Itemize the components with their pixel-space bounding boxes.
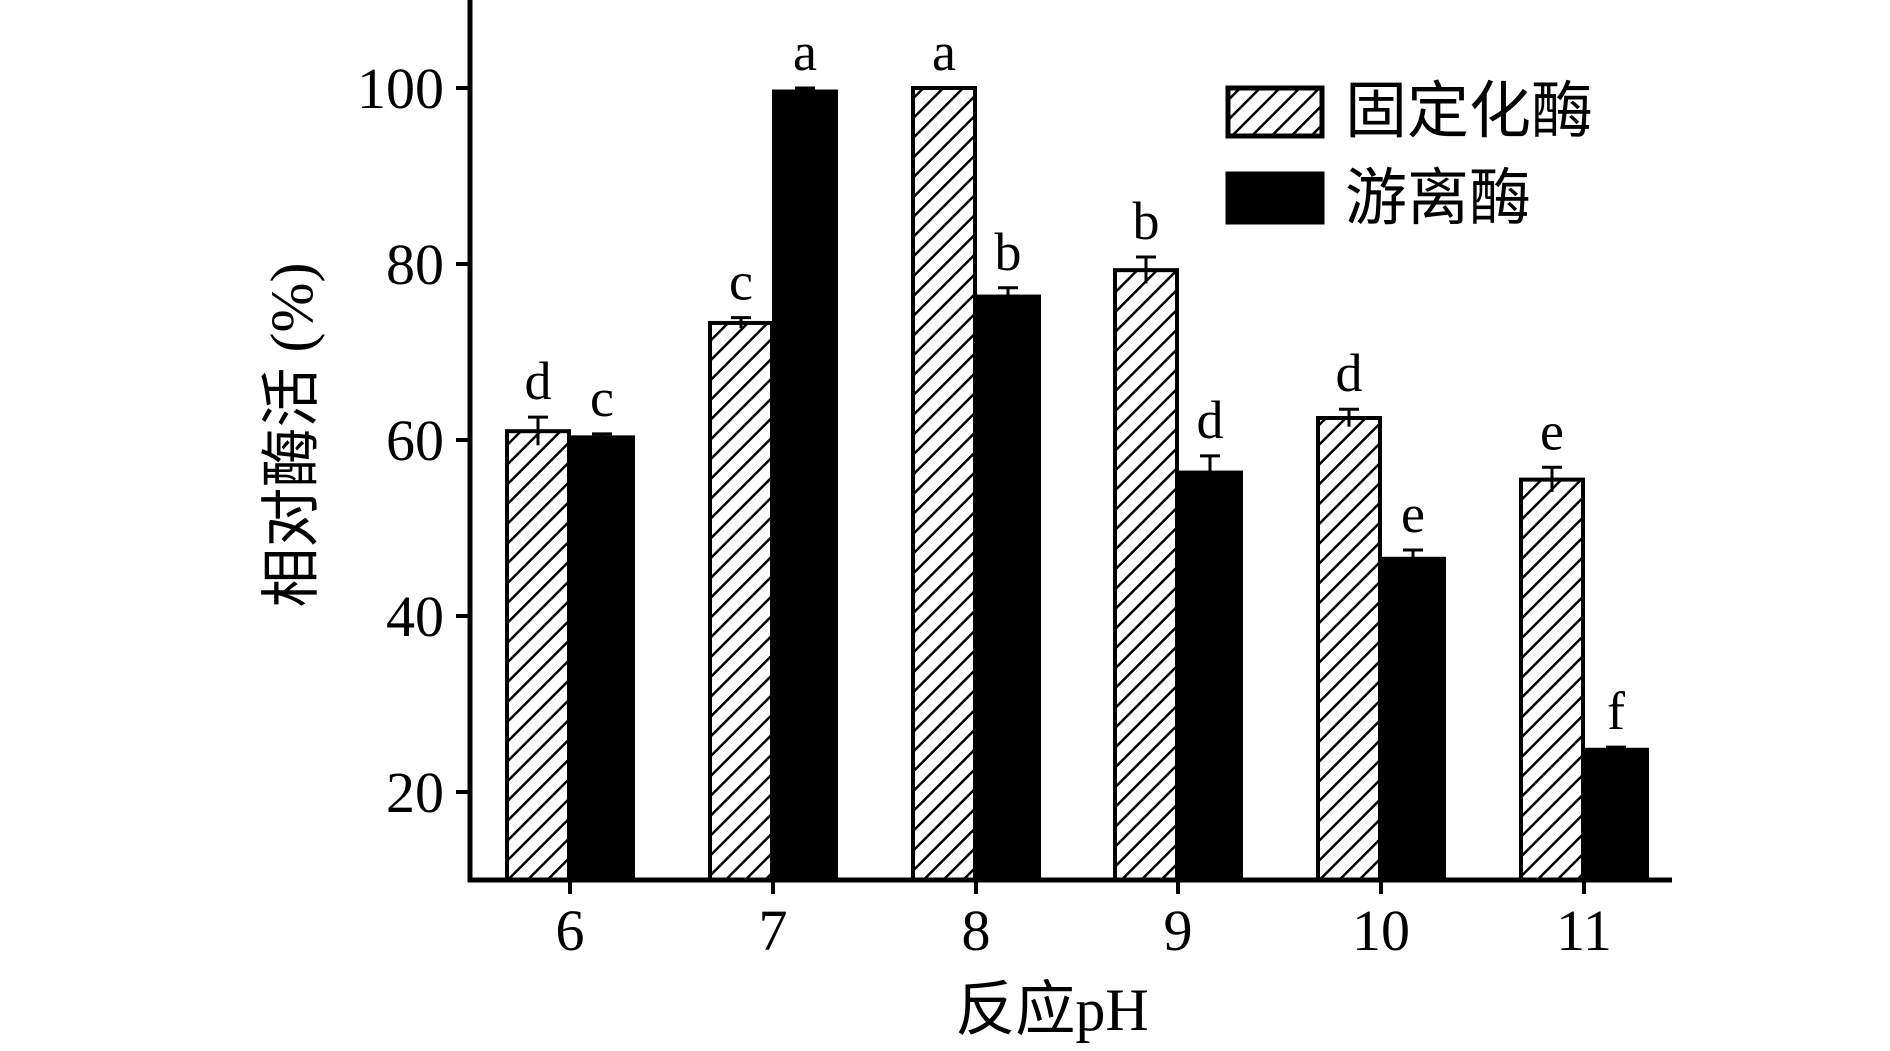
significance-label-free-ph8: b: [995, 222, 1022, 282]
axes-layer: 20 40 60 80 100 6 7 8 9 10 11: [357, 0, 1672, 963]
bar-immobilized-ph9: [1113, 268, 1179, 883]
bar-immobilized-ph11: [1519, 477, 1585, 882]
x-tick-label-7: 7: [759, 898, 788, 963]
bar-free-ph10: [1380, 556, 1446, 882]
significance-label-immobilized-ph8: a: [932, 22, 956, 82]
significance-label-free-ph10: e: [1401, 484, 1425, 544]
significance-label-free-ph9: d: [1197, 390, 1224, 450]
bar-immobilized-ph10: [1316, 416, 1382, 882]
x-axis-title: 反应pH: [955, 977, 1148, 1043]
bar-free-ph9: [1177, 470, 1243, 882]
y-tick-label-60: 60: [386, 408, 444, 473]
x-tick-label-8: 8: [962, 898, 991, 963]
significance-label-immobilized-ph10: d: [1336, 343, 1363, 403]
legend-label-immobilized: 固定化酶: [1345, 78, 1593, 146]
x-tick-label-10: 10: [1352, 898, 1410, 963]
y-tick-label-100: 100: [357, 56, 444, 121]
bar-free-ph6: [569, 435, 635, 882]
legend-swatch-immobilized: [1225, 85, 1325, 139]
legend-swatch-free: [1225, 171, 1325, 225]
y-axis-title: 相对酶活 (%): [259, 263, 325, 608]
bar-free-ph11: [1583, 747, 1649, 883]
y-tick-label-20: 20: [386, 760, 444, 825]
significance-label-free-ph11: f: [1607, 681, 1625, 741]
bar-immobilized-ph8: [911, 86, 977, 882]
significance-label-immobilized-ph6: d: [525, 351, 552, 411]
significance-label-immobilized-ph11: e: [1540, 401, 1564, 461]
significance-label-free-ph7: a: [793, 22, 817, 82]
x-tick-label-6: 6: [556, 898, 585, 963]
bar-immobilized-ph6: [505, 429, 571, 882]
significance-label-immobilized-ph7: c: [729, 252, 753, 312]
y-tick-label-40: 40: [386, 584, 444, 649]
bar-free-ph8: [975, 294, 1041, 882]
x-tick-label-11: 11: [1556, 898, 1612, 963]
legend-label-free: 游离酶: [1345, 165, 1531, 233]
significance-label-free-ph6: c: [590, 368, 614, 428]
significance-label-immobilized-ph9: b: [1133, 191, 1160, 251]
y-tick-label-80: 80: [386, 232, 444, 297]
x-tick-label-9: 9: [1164, 898, 1193, 963]
bar-free-ph7: [772, 89, 838, 882]
legend: 固定化酶 游离酶: [1225, 78, 1593, 233]
bar-immobilized-ph7: [708, 320, 774, 882]
